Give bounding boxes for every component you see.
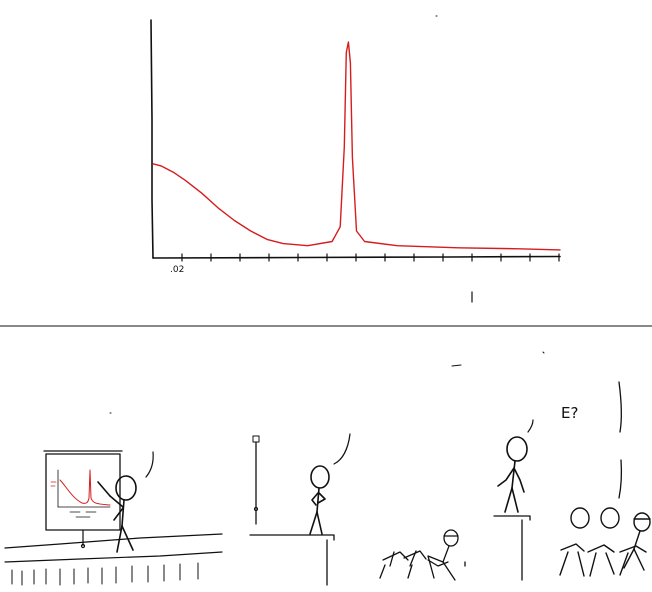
panel-question: E? — [451, 351, 651, 581]
x-axis — [152, 255, 561, 259]
presenter-head — [115, 475, 137, 501]
speech-bubble-edge — [618, 381, 623, 433]
audience-row-left — [379, 529, 466, 581]
question-speech-tail — [527, 419, 534, 433]
poster-stand-foot — [80, 543, 86, 549]
stray-dot — [542, 351, 545, 354]
spectrum-chart: .02 — [150, 19, 561, 275]
question-figure-head — [506, 436, 528, 462]
y-axis — [150, 19, 154, 259]
presenter-speech-tail — [145, 451, 154, 478]
audience-head — [633, 512, 651, 532]
audience-head — [600, 507, 620, 529]
podium-speech-tail — [333, 433, 351, 465]
speech-bubble-tail — [618, 459, 623, 499]
podium-pole-cap — [252, 435, 260, 443]
podium-pole-knob — [253, 506, 259, 512]
top-panel: .02 — [0, 15, 652, 327]
podium-figure-head — [310, 465, 330, 489]
podium2-top — [493, 515, 531, 521]
bottom-strip: E? — [4, 351, 651, 586]
poster-mini-chart — [50, 469, 111, 518]
audience-row-right — [559, 507, 651, 577]
panel-presenter — [4, 412, 223, 586]
stage-top — [4, 533, 223, 549]
speech-bubble-text: E? — [561, 404, 578, 422]
x-axis-ticks — [181, 253, 560, 262]
audience-head — [570, 507, 590, 529]
question-figure — [497, 436, 528, 513]
panel-podium — [249, 433, 466, 586]
poster-board — [45, 453, 121, 531]
presenter-figure — [97, 475, 137, 553]
audience-head — [443, 529, 459, 547]
spectrum-series-line — [152, 41, 561, 251]
x-tick-label: .02 — [170, 265, 184, 275]
podium-top — [249, 534, 335, 541]
podium-figure — [309, 465, 330, 535]
stray-dash — [451, 364, 462, 367]
stage-skirt — [11, 562, 199, 586]
stage-edge — [4, 551, 223, 563]
